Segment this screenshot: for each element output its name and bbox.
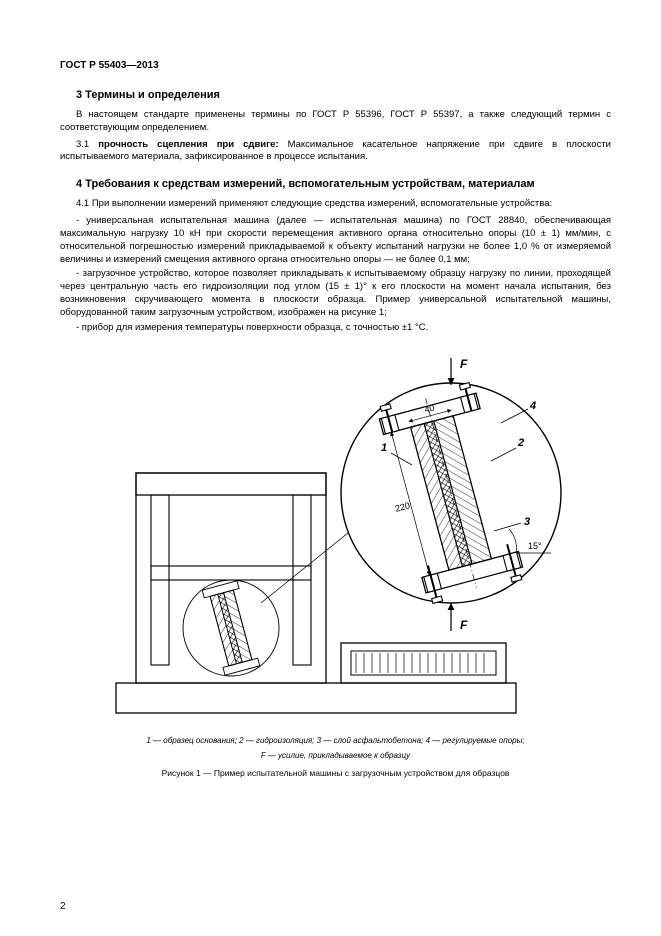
page: ГОСТ Р 55403—2013 3 Термины и определени… bbox=[0, 0, 661, 936]
page-number: 2 bbox=[60, 901, 66, 912]
angle-15: 15° bbox=[528, 541, 542, 551]
figure-legend-2: F — усилие, прикладываемое к образцу bbox=[60, 751, 611, 760]
s4-li3: - прибор для измерения температуры повер… bbox=[60, 322, 611, 335]
figure-caption: Рисунок 1 — Пример испытательной машины … bbox=[60, 768, 611, 778]
section-4-title: 4 Требования к средствам измерений, вспо… bbox=[76, 178, 611, 190]
figure-1-svg: F F bbox=[96, 353, 576, 723]
s3-p2-num: 3.1 bbox=[76, 139, 98, 150]
figure-1: F F bbox=[60, 348, 611, 728]
s4-li1: - универсальная испытательная машина (да… bbox=[60, 215, 611, 266]
doc-id: ГОСТ Р 55403—2013 bbox=[60, 60, 611, 71]
label-F-top: F bbox=[460, 357, 468, 371]
label-F-bot: F bbox=[460, 618, 468, 632]
callout-1: 1 bbox=[381, 442, 387, 454]
callout-2: 2 bbox=[517, 437, 524, 449]
s3-p2: 3.1 прочность сцепления при сдвиге: Макс… bbox=[60, 139, 611, 165]
s4-p1: 4.1 При выполнении измерений применяют с… bbox=[60, 198, 611, 211]
s3-p2-term: прочность сцепления при сдвиге: bbox=[98, 139, 287, 150]
callout-3: 3 bbox=[524, 516, 530, 528]
callout-4: 4 bbox=[529, 400, 536, 412]
s3-p1: В настоящем стандарте применены термины … bbox=[60, 109, 611, 135]
section-3-title: 3 Термины и определения bbox=[76, 89, 611, 101]
figure-legend-1: 1 — образец основания; 2 — гидроизоляция… bbox=[60, 736, 611, 745]
s4-li2: - загрузочное устройство, которое позвол… bbox=[60, 268, 611, 319]
